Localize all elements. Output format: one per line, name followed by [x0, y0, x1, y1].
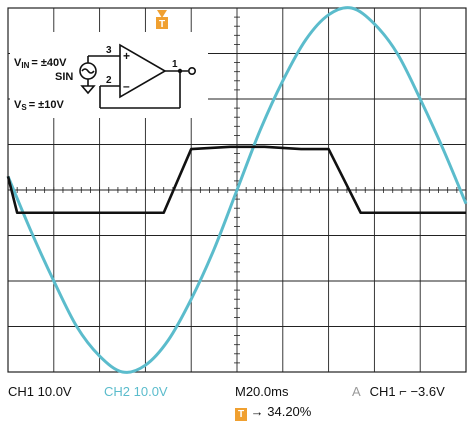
timebase: M20.0ms: [235, 384, 289, 399]
trigger-level: −3.6V: [410, 384, 445, 399]
trace-ch1: [6, 145, 466, 215]
svg-text:T: T: [159, 19, 165, 30]
ch1-scale: CH1 10.0V: [8, 384, 72, 399]
source-label: SIN: [55, 71, 73, 83]
svg-text:3: 3: [106, 45, 112, 56]
trigger-mode: A: [352, 384, 360, 399]
vin-label: VIN = ±40V: [14, 57, 67, 70]
trigger-badge-icon: T: [235, 408, 247, 421]
trigger-source: CH1: [369, 384, 396, 399]
oscilloscope-screen: T VIN = ±40V SIN VS = ±10V 3: [6, 6, 468, 374]
trigger-position-marker: T: [156, 10, 168, 30]
vs-label: VS = ±10V: [14, 99, 64, 112]
trigger-settings: A CH1 ⌐ −3.6V: [352, 384, 445, 399]
trigger-slope-icon: ⌐: [399, 384, 407, 399]
opamp-schematic-inset: VIN = ±40V SIN VS = ±10V 3 2 1 +: [10, 32, 208, 118]
ch2-scale: CH2 10.0V: [104, 384, 168, 399]
trace-ch2: [6, 6, 468, 374]
svg-text:–: –: [123, 79, 130, 93]
traces: [6, 6, 468, 374]
trigger-arrow: →: [250, 404, 264, 419]
trigger-position: 34.20%: [267, 404, 312, 419]
trigger-position-readout: T → 34.20%: [235, 404, 311, 421]
svg-text:+: +: [123, 49, 130, 63]
svg-text:1: 1: [172, 59, 178, 70]
svg-text:2: 2: [106, 75, 112, 86]
